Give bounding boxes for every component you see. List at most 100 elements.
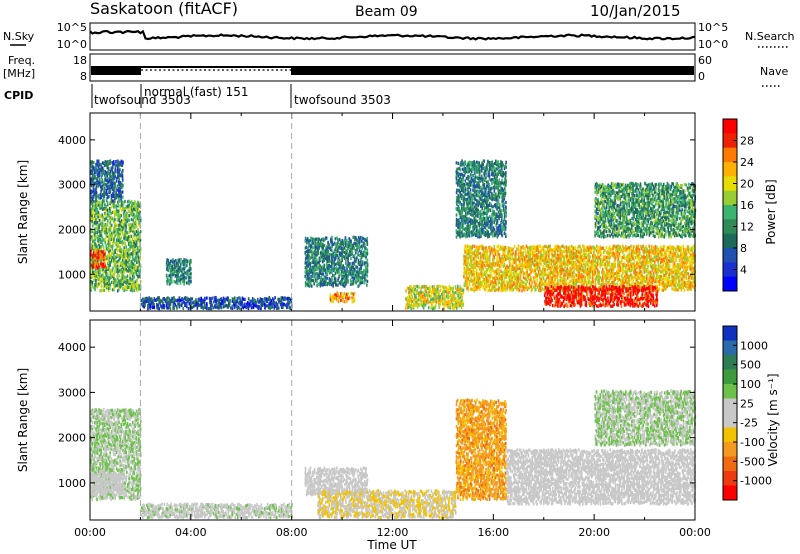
data-cell bbox=[265, 297, 268, 301]
data-cell bbox=[188, 268, 191, 272]
data-cell bbox=[176, 261, 178, 265]
data-cell bbox=[96, 221, 99, 225]
data-cell bbox=[174, 298, 177, 302]
data-cell bbox=[348, 253, 351, 257]
data-cell bbox=[353, 270, 356, 274]
data-cell bbox=[537, 264, 540, 268]
data-cell bbox=[450, 298, 453, 302]
data-cell bbox=[421, 301, 424, 305]
data-cell bbox=[457, 297, 460, 302]
data-cell bbox=[186, 305, 188, 309]
data-cell bbox=[308, 270, 311, 274]
data-cell bbox=[485, 274, 487, 279]
data-cell bbox=[561, 249, 564, 253]
data-cell bbox=[583, 264, 586, 268]
data-cell bbox=[358, 263, 361, 267]
data-cell bbox=[539, 244, 542, 248]
data-cell bbox=[132, 225, 134, 229]
data-cell bbox=[119, 160, 121, 164]
data-cell bbox=[528, 255, 531, 260]
data-cell bbox=[338, 264, 341, 268]
data-cell bbox=[327, 281, 329, 285]
data-cell bbox=[322, 254, 324, 258]
data-cell bbox=[538, 250, 540, 254]
data-cell bbox=[308, 259, 311, 263]
data-cell bbox=[463, 269, 466, 274]
data-cell bbox=[509, 286, 512, 290]
data-cell bbox=[91, 160, 94, 164]
data-cell bbox=[101, 213, 104, 217]
data-cell bbox=[96, 266, 99, 270]
data-cell bbox=[139, 251, 142, 255]
data-cell bbox=[110, 244, 113, 249]
data-cell bbox=[414, 296, 416, 301]
data-cell bbox=[317, 251, 320, 255]
data-cell bbox=[90, 249, 92, 253]
data-cell bbox=[152, 304, 154, 308]
data-cell bbox=[460, 287, 463, 291]
data-cell bbox=[312, 259, 315, 263]
data-cell bbox=[134, 202, 137, 206]
data-cell bbox=[577, 279, 580, 283]
data-cell bbox=[526, 254, 528, 258]
data-cell bbox=[128, 240, 130, 244]
data-cell bbox=[107, 170, 109, 174]
data-cell bbox=[92, 222, 95, 226]
data-cell bbox=[125, 234, 128, 238]
data-cell bbox=[239, 296, 241, 300]
data-cell bbox=[604, 266, 606, 270]
data-cell bbox=[464, 250, 467, 254]
data-cell bbox=[517, 284, 520, 288]
data-cell bbox=[333, 257, 336, 261]
data-cell bbox=[216, 298, 219, 302]
data-cell bbox=[511, 267, 513, 271]
data-cell bbox=[574, 256, 576, 260]
data-cell bbox=[503, 268, 506, 272]
data-cell bbox=[180, 274, 183, 279]
data-cell bbox=[183, 296, 186, 300]
data-cell bbox=[457, 300, 459, 304]
data-cell bbox=[101, 266, 104, 270]
data-cell bbox=[473, 250, 476, 254]
data-cell bbox=[453, 292, 455, 296]
data-cell bbox=[328, 282, 331, 286]
data-cell bbox=[472, 273, 474, 277]
data-cell bbox=[522, 270, 525, 274]
data-cell bbox=[119, 168, 121, 172]
data-cell bbox=[364, 243, 366, 247]
data-cell bbox=[118, 253, 120, 257]
data-cell bbox=[90, 282, 92, 286]
data-cell bbox=[574, 282, 576, 286]
data-cell bbox=[106, 218, 109, 223]
data-cell bbox=[604, 262, 607, 266]
data-cell bbox=[332, 294, 335, 298]
data-cell bbox=[519, 270, 521, 274]
data-cell bbox=[99, 289, 101, 293]
data-cell bbox=[328, 257, 331, 261]
data-cell bbox=[170, 266, 173, 270]
data-cell bbox=[495, 269, 497, 273]
data-cell bbox=[321, 251, 323, 255]
data-cell bbox=[130, 206, 133, 210]
data-cell bbox=[317, 247, 319, 251]
data-cell bbox=[328, 279, 331, 283]
data-cell bbox=[424, 300, 427, 304]
data-cell bbox=[459, 287, 462, 291]
data-cell bbox=[337, 277, 340, 281]
data-cell bbox=[560, 287, 563, 292]
data-cell bbox=[605, 246, 608, 250]
data-cell bbox=[189, 297, 192, 301]
data-cell bbox=[614, 262, 616, 266]
data-cell bbox=[562, 271, 564, 275]
data-cell bbox=[485, 271, 488, 275]
data-cell bbox=[609, 264, 612, 268]
data-cell bbox=[480, 244, 482, 248]
data-cell bbox=[599, 261, 602, 265]
data-cell bbox=[501, 254, 503, 258]
data-cell bbox=[311, 252, 313, 256]
data-cell bbox=[128, 223, 130, 227]
data-cell bbox=[144, 303, 146, 307]
data-cell bbox=[129, 264, 131, 269]
data-cell bbox=[96, 225, 99, 229]
data-cell bbox=[550, 258, 553, 262]
